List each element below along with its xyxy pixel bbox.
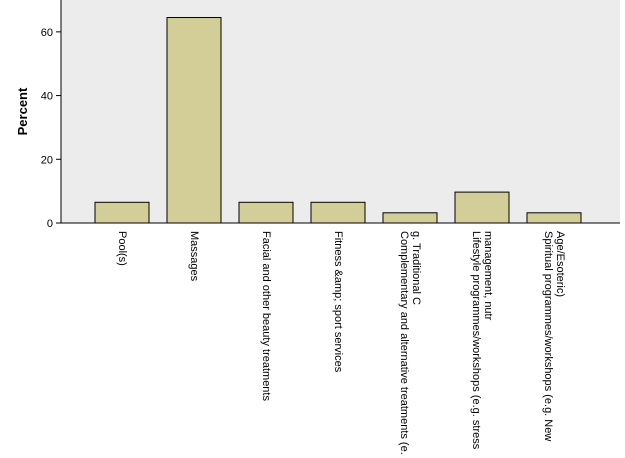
bar: [166, 17, 222, 224]
x-category-label: Lifestyle programmes/workshops (e.g. str…: [470, 231, 482, 450]
y-axis-ticks: 0 20 40 60: [41, 27, 61, 230]
x-category-label: Age/Esoteric): [554, 231, 566, 297]
plot-area: [61, 0, 620, 223]
x-category-label: Facial and other beauty treatments: [260, 231, 272, 401]
y-tick-label: 40: [41, 91, 53, 103]
x-category-label: Complementary and alternative treatments…: [398, 231, 410, 455]
y-tick-label: 0: [47, 218, 53, 230]
x-category-label: Spiritual programmes/workshops (e.g. New: [542, 231, 554, 441]
x-category-label: management, nutr: [482, 231, 494, 321]
x-category-label: Pool(s): [116, 231, 128, 266]
bar: [94, 201, 150, 224]
bar: [526, 212, 582, 224]
x-category-label: Massages: [188, 231, 200, 282]
bar: [238, 201, 294, 224]
y-tick-label: 20: [41, 154, 53, 166]
bar: [382, 212, 438, 224]
y-tick-label: 60: [41, 27, 53, 39]
bar: [454, 191, 510, 224]
y-axis-label: Percent: [15, 87, 30, 135]
x-axis-labels: Pool(s) Massages Facial and other beauty t…: [116, 231, 566, 455]
x-category-label: g. Traditional C: [410, 231, 422, 305]
bar: [310, 201, 366, 224]
x-category-label: Fitness &amp; sport services: [332, 231, 344, 373]
